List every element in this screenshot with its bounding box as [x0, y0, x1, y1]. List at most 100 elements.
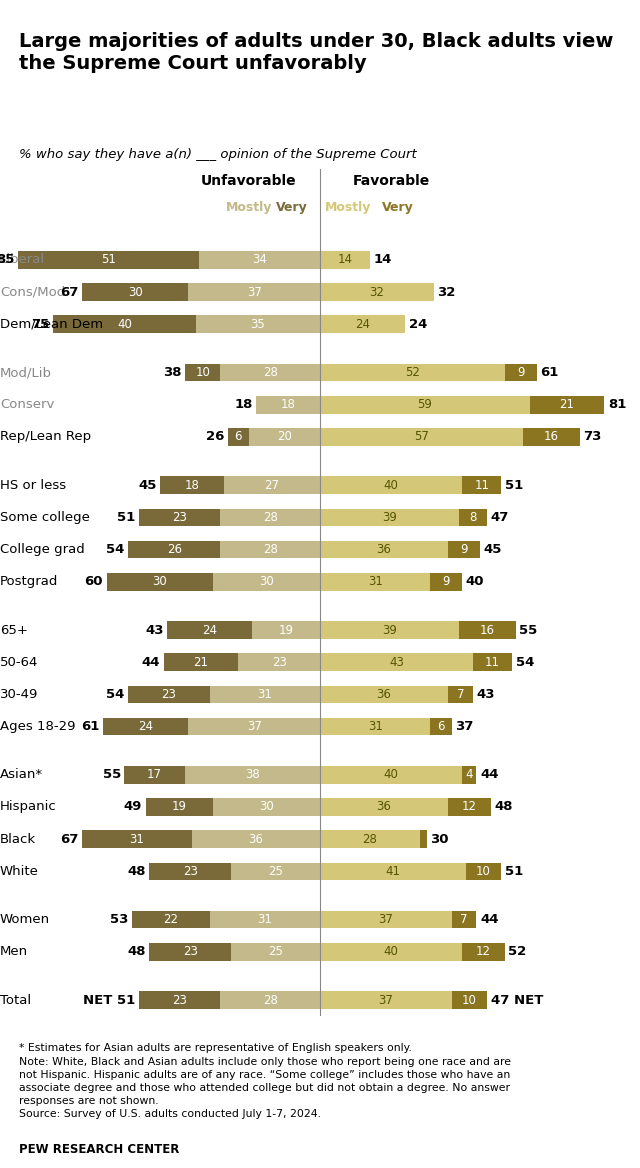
Text: 52: 52: [405, 366, 420, 380]
Bar: [320, 621, 459, 639]
Text: 9: 9: [460, 543, 468, 556]
Text: 54: 54: [516, 655, 534, 669]
Text: 28: 28: [263, 543, 278, 556]
Bar: [128, 686, 210, 703]
Bar: [160, 477, 224, 494]
Bar: [505, 363, 537, 382]
Text: 7: 7: [457, 688, 464, 701]
Text: 54: 54: [106, 688, 124, 701]
Bar: [459, 621, 516, 639]
Bar: [146, 798, 213, 815]
Bar: [213, 572, 320, 591]
Bar: [452, 992, 487, 1009]
Text: Black: Black: [0, 833, 36, 846]
Text: 67: 67: [60, 286, 78, 299]
Text: 32: 32: [437, 286, 456, 299]
Text: Asian*: Asian*: [0, 769, 43, 781]
Bar: [18, 251, 199, 269]
Text: 40: 40: [383, 769, 399, 781]
Text: 39: 39: [382, 510, 397, 524]
Text: 37: 37: [378, 913, 393, 926]
Text: 4: 4: [465, 769, 473, 781]
Bar: [139, 992, 220, 1009]
Text: 54: 54: [106, 543, 124, 556]
Bar: [249, 429, 320, 446]
Text: Postgrad: Postgrad: [0, 575, 58, 589]
Text: 23: 23: [161, 688, 177, 701]
Text: 14: 14: [337, 253, 353, 266]
Text: 18: 18: [280, 398, 296, 411]
Bar: [220, 992, 320, 1009]
Text: 57: 57: [414, 431, 429, 444]
Text: 81: 81: [608, 398, 627, 411]
Bar: [473, 653, 512, 672]
Text: 8: 8: [469, 510, 477, 524]
Text: 43: 43: [476, 688, 495, 701]
Bar: [220, 508, 320, 527]
Bar: [320, 541, 448, 558]
Text: 26: 26: [167, 543, 182, 556]
Text: % who say they have a(n) ___ opinion of the Supreme Court: % who say they have a(n) ___ opinion of …: [19, 148, 417, 161]
Text: 10: 10: [476, 864, 491, 878]
Text: 48: 48: [127, 864, 146, 878]
Text: 30: 30: [430, 833, 449, 846]
Bar: [124, 766, 185, 784]
Bar: [320, 717, 430, 736]
Text: 16: 16: [543, 431, 559, 444]
Text: 36: 36: [376, 543, 392, 556]
Text: 14: 14: [373, 253, 392, 266]
Text: 28: 28: [263, 510, 278, 524]
Text: Some college: Some college: [0, 510, 90, 524]
Text: Women: Women: [0, 913, 50, 926]
Text: 31: 31: [257, 688, 273, 701]
Bar: [164, 653, 238, 672]
Bar: [466, 862, 501, 881]
Bar: [459, 508, 487, 527]
Text: 12: 12: [462, 800, 477, 813]
Text: 67: 67: [60, 833, 78, 846]
Bar: [320, 315, 405, 333]
Text: 44: 44: [480, 769, 499, 781]
Text: Very: Very: [276, 201, 307, 214]
Text: 18: 18: [234, 398, 252, 411]
Text: 30-49: 30-49: [0, 688, 38, 701]
Text: 24: 24: [409, 318, 428, 331]
Text: 25: 25: [268, 864, 283, 878]
Bar: [448, 686, 473, 703]
Text: 39: 39: [382, 624, 397, 637]
Text: 30: 30: [128, 286, 143, 299]
Text: 26: 26: [205, 431, 224, 444]
Bar: [523, 429, 580, 446]
Bar: [448, 541, 480, 558]
Bar: [320, 251, 370, 269]
Text: NET 51: NET 51: [83, 994, 135, 1007]
Bar: [462, 766, 476, 784]
Bar: [210, 686, 320, 703]
Text: 27: 27: [264, 479, 280, 492]
Text: 45: 45: [484, 543, 502, 556]
Text: 55: 55: [519, 624, 538, 637]
Text: 38: 38: [245, 769, 260, 781]
Bar: [320, 396, 530, 413]
Text: 32: 32: [369, 286, 385, 299]
Text: 19: 19: [279, 624, 294, 637]
Text: 11: 11: [485, 655, 500, 669]
Text: 31: 31: [129, 833, 145, 846]
Bar: [238, 653, 320, 672]
Bar: [224, 477, 320, 494]
Text: 7: 7: [460, 913, 468, 926]
Bar: [256, 396, 320, 413]
Text: 37: 37: [247, 719, 262, 734]
Text: Conserv: Conserv: [0, 398, 54, 411]
Text: 30: 30: [259, 800, 274, 813]
Bar: [320, 508, 459, 527]
Text: Unfavorable: Unfavorable: [201, 174, 297, 188]
Text: 40: 40: [383, 945, 399, 958]
Text: 36: 36: [376, 800, 392, 813]
Bar: [220, 541, 320, 558]
Text: Liberal: Liberal: [0, 253, 45, 266]
Text: 21: 21: [559, 398, 575, 411]
Text: 44: 44: [141, 655, 160, 669]
Text: 28: 28: [263, 366, 278, 380]
Text: 61: 61: [540, 366, 559, 380]
